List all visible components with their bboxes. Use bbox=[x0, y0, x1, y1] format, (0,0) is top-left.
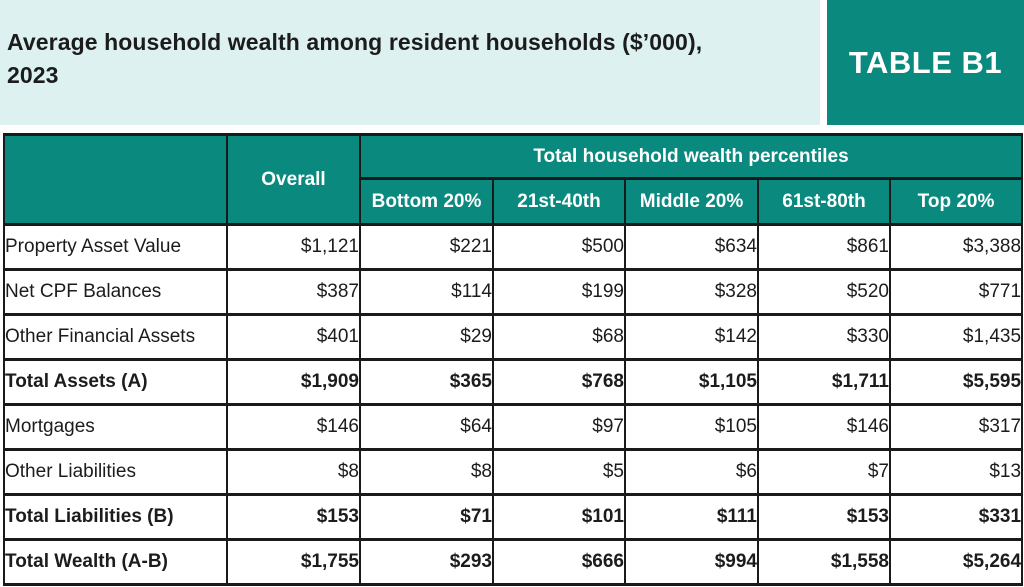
cell-value: $8 bbox=[359, 448, 494, 496]
row-label: Total Wealth (A-B) bbox=[3, 538, 228, 586]
cell-value: $7 bbox=[757, 448, 891, 496]
cell-value: $500 bbox=[492, 223, 626, 271]
cell-value: $331 bbox=[888, 493, 1024, 541]
cell-value: $634 bbox=[624, 223, 759, 271]
table-row: Total Liabilities (B) $153 $71 $101 $111 $153… bbox=[3, 493, 1024, 541]
table-row: Net CPF Balances $387 $114 $199 $328 $520 $771 bbox=[3, 268, 1024, 316]
cell-value: $153 bbox=[757, 493, 891, 541]
wealth-table: Overall Total household wealth percentil… bbox=[3, 133, 1024, 586]
cell-value: $101 bbox=[492, 493, 626, 541]
cell-value: $29 bbox=[359, 313, 494, 361]
column-header-61st-80th: 61st-80th bbox=[757, 177, 891, 226]
column-header-21st-40th: 21st-40th bbox=[492, 177, 626, 226]
cell-value: $105 bbox=[624, 403, 759, 451]
table-header: Overall Total household wealth percentil… bbox=[3, 133, 1024, 226]
cell-value: $1,558 bbox=[757, 538, 891, 586]
page-title: Average household wealth among resident … bbox=[7, 29, 703, 89]
cell-value: $146 bbox=[757, 403, 891, 451]
cell-value: $387 bbox=[226, 268, 361, 316]
row-label: Other Financial Assets bbox=[3, 313, 228, 361]
cell-value: $97 bbox=[492, 403, 626, 451]
cell-value: $8 bbox=[226, 448, 361, 496]
cell-value: $3,388 bbox=[888, 223, 1024, 271]
cell-value: $64 bbox=[359, 403, 494, 451]
cell-value: $994 bbox=[624, 538, 759, 586]
cell-value: $768 bbox=[492, 358, 626, 406]
cell-value: $153 bbox=[226, 493, 361, 541]
cell-value: $1,121 bbox=[226, 223, 361, 271]
row-label: Other Liabilities bbox=[3, 448, 228, 496]
row-label: Total Liabilities (B) bbox=[3, 493, 228, 541]
cell-value: $330 bbox=[757, 313, 891, 361]
table-badge: TABLE B1 bbox=[827, 0, 1024, 125]
cell-value: $142 bbox=[624, 313, 759, 361]
cell-value: $13 bbox=[888, 448, 1024, 496]
cell-value: $1,909 bbox=[226, 358, 361, 406]
column-header-overall: Overall bbox=[226, 133, 361, 226]
row-label: Total Assets (A) bbox=[3, 358, 228, 406]
cell-value: $1,105 bbox=[624, 358, 759, 406]
table-row: Total Wealth (A-B) $1,755 $293 $666 $994 $1,5… bbox=[3, 538, 1024, 586]
column-header-bottom-20: Bottom 20% bbox=[359, 177, 494, 226]
table-row: Total Assets (A) $1,909 $365 $768 $1,105 $1,7… bbox=[3, 358, 1024, 406]
group-header-row: Overall Total household wealth percentil… bbox=[3, 133, 1024, 226]
percentile-header-row: Bottom 20% 21st-40th Middle 20% 61st-80t… bbox=[4, 177, 1024, 226]
cell-value: $146 bbox=[226, 403, 361, 451]
table-row: Mortgages $146 $64 $97 $105 $146 $317 bbox=[3, 403, 1024, 451]
row-label: Mortgages bbox=[3, 403, 228, 451]
cell-value: $861 bbox=[757, 223, 891, 271]
table-row: Other Liabilities $8 $8 $5 $6 $7 $13 bbox=[3, 448, 1024, 496]
cell-value: $293 bbox=[359, 538, 494, 586]
corner-cell bbox=[3, 133, 228, 226]
banner-area: Average household wealth among resident … bbox=[0, 0, 1024, 133]
table-row: Other Financial Assets $401 $29 $68 $142 $330… bbox=[3, 313, 1024, 361]
cell-value: $1,711 bbox=[757, 358, 891, 406]
cell-value: $328 bbox=[624, 268, 759, 316]
cell-value: $111 bbox=[624, 493, 759, 541]
cell-value: $401 bbox=[226, 313, 361, 361]
cell-value: $5 bbox=[492, 448, 626, 496]
cell-value: $1,435 bbox=[888, 313, 1024, 361]
column-header-middle-20: Middle 20% bbox=[624, 177, 759, 226]
cell-value: $520 bbox=[757, 268, 891, 316]
table-body: Property Asset Value $1,121 $221 $500 $634 $8… bbox=[3, 223, 1024, 586]
cell-value: $5,264 bbox=[888, 538, 1024, 586]
cell-value: $317 bbox=[888, 403, 1024, 451]
cell-value: $68 bbox=[492, 313, 626, 361]
cell-value: $365 bbox=[359, 358, 494, 406]
cell-value: $199 bbox=[492, 268, 626, 316]
cell-value: $5,595 bbox=[888, 358, 1024, 406]
row-label: Net CPF Balances bbox=[3, 268, 228, 316]
cell-value: $114 bbox=[359, 268, 494, 316]
table-row: Property Asset Value $1,121 $221 $500 $634 $8… bbox=[3, 223, 1024, 271]
column-header-top-20: Top 20% bbox=[888, 177, 1024, 226]
cell-value: $221 bbox=[359, 223, 494, 271]
cell-value: $666 bbox=[492, 538, 626, 586]
cell-value: $71 bbox=[359, 493, 494, 541]
title-banner bbox=[0, 0, 820, 125]
row-label: Property Asset Value bbox=[3, 223, 228, 271]
cell-value: $1,755 bbox=[226, 538, 361, 586]
cell-value: $6 bbox=[624, 448, 759, 496]
cell-value: $771 bbox=[888, 268, 1024, 316]
column-group-header: Total household wealth percentiles bbox=[358, 133, 1024, 180]
